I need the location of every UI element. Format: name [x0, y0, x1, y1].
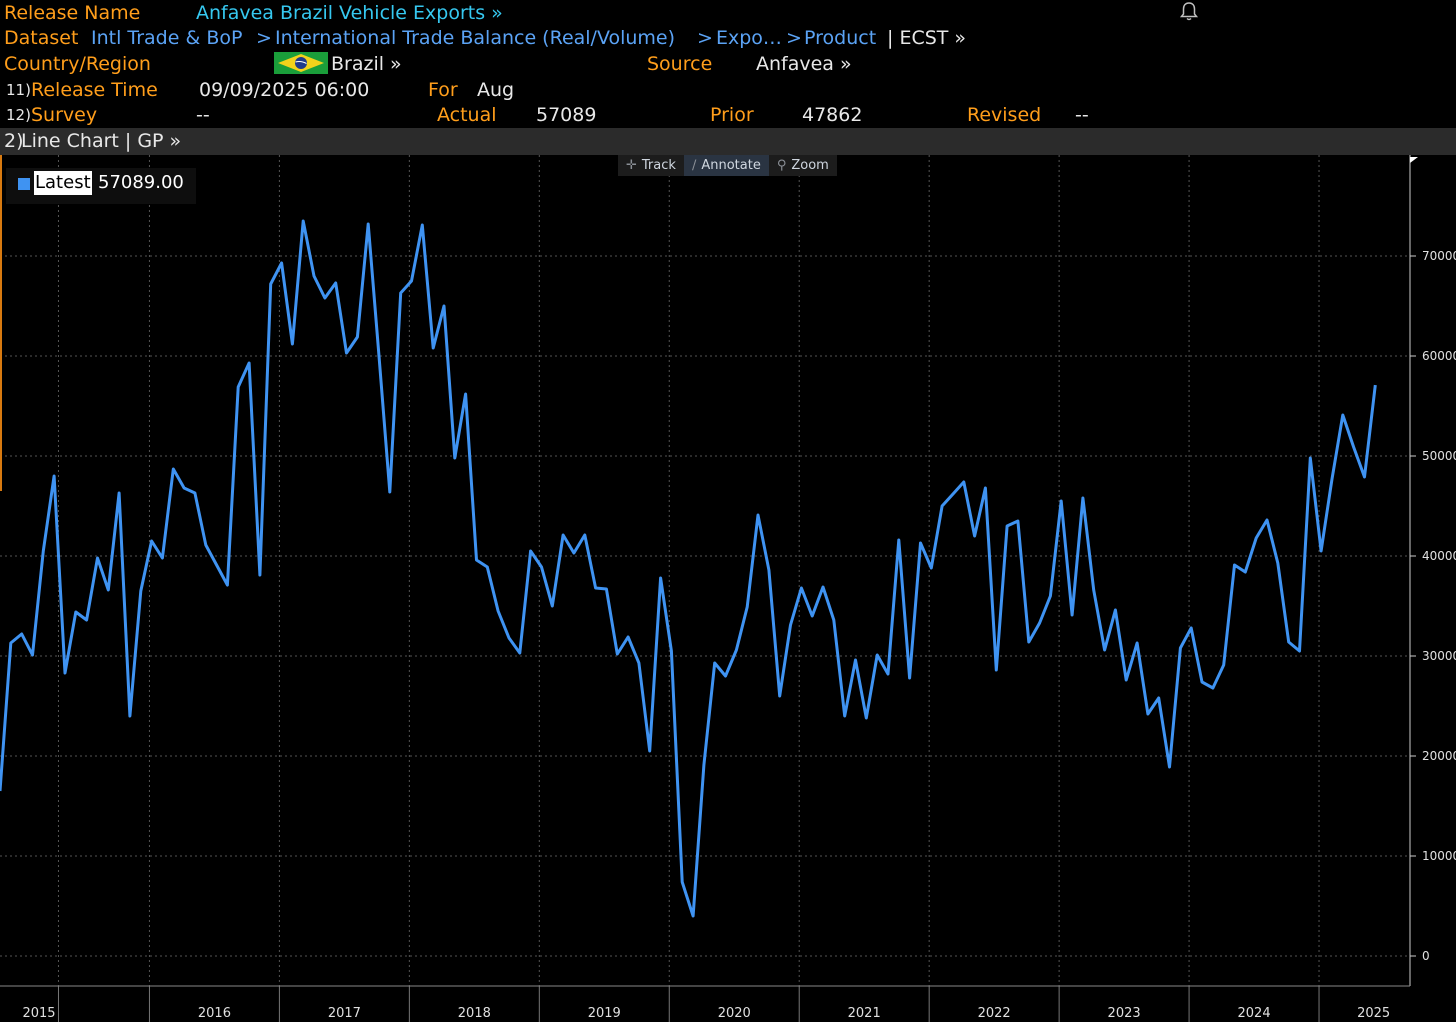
x-tick-label: 2018: [458, 1006, 491, 1021]
prior-label: Prior: [710, 104, 754, 126]
selection-marker: [0, 155, 2, 491]
series-line: [0, 219, 1377, 918]
breadcrumb-trade-balance[interactable]: International Trade Balance (Real/Volume…: [275, 27, 676, 49]
actual-label: Actual: [437, 104, 497, 126]
track-label: Track: [641, 158, 676, 173]
brazil-flag-icon: [274, 52, 328, 74]
chart-series: [0, 219, 1377, 918]
pencil-icon: ∕: [691, 158, 697, 173]
revised-value: --: [1075, 104, 1089, 126]
actual-value: 57089: [536, 104, 597, 126]
crosshair-icon: ✛: [626, 158, 637, 173]
release-time-number: 11): [6, 81, 31, 99]
annotate-label: Annotate: [701, 158, 761, 173]
bell-icon[interactable]: [1178, 0, 1200, 22]
chevron-right-icon: >: [697, 27, 713, 49]
breadcrumb-product[interactable]: Product: [804, 27, 877, 49]
chart-toolbar: ✛ Track ∕ Annotate ⚲ Zoom: [618, 155, 837, 176]
zoom-label: Zoom: [791, 158, 829, 173]
breadcrumb-exports[interactable]: Expo…: [716, 27, 782, 49]
zoom-button[interactable]: ⚲ Zoom: [769, 155, 837, 176]
legend-tag: Latest: [34, 171, 92, 195]
country-value[interactable]: Brazil »: [331, 53, 402, 75]
x-axis: 2015 2016 2017 2018 2019 2020 2021 2022 2023 2024…: [0, 985, 1410, 1022]
y-tick-label: 10000: [1422, 849, 1456, 863]
legend-value: 57089.00: [98, 172, 184, 193]
x-tick-label: 2024: [1238, 1006, 1271, 1021]
source-label: Source: [647, 53, 713, 75]
panel-title[interactable]: Line Chart | GP »: [21, 130, 182, 152]
survey-number: 12): [6, 106, 31, 124]
x-tick-label: 2021: [848, 1006, 881, 1021]
y-tick-label: 30000: [1422, 649, 1456, 663]
prior-value: 47862: [802, 104, 863, 126]
survey-value: --: [196, 104, 210, 126]
survey-label[interactable]: Survey: [31, 104, 98, 126]
release-name-label: Release Name: [4, 2, 141, 24]
legend-swatch: [18, 178, 30, 190]
release-time-value: 09/09/2025 06:00: [199, 79, 370, 101]
chart-grid: [0, 155, 1410, 986]
x-tick-label: 2020: [718, 1006, 751, 1021]
breadcrumb-intl-trade[interactable]: Intl Trade & BoP: [91, 27, 243, 49]
x-tick-label: 2022: [978, 1006, 1011, 1021]
y-axis: 0 10000 20000 30000 40000 50000 60000 70000: [1409, 155, 1456, 986]
x-tick-label: 2025: [1357, 1006, 1390, 1021]
track-button[interactable]: ✛ Track: [618, 155, 684, 176]
y-tick-label: 70000: [1422, 249, 1456, 263]
chart-panel-bar: 2) Line Chart | GP »: [0, 128, 1456, 155]
chevron-right-icon: >: [256, 27, 272, 49]
y-tick-label: 0: [1422, 949, 1430, 963]
y-tick-label: 50000: [1422, 449, 1456, 463]
x-tick-label: 2023: [1108, 1006, 1141, 1021]
chevron-right-icon: >: [786, 27, 802, 49]
x-tick-label: 2019: [588, 1006, 621, 1021]
release-name-link[interactable]: Anfavea Brazil Vehicle Exports »: [196, 2, 503, 24]
dataset-ticker[interactable]: | ECST »: [887, 27, 967, 49]
x-tick-label: 2015: [22, 1006, 55, 1021]
magnifier-icon: ⚲: [776, 158, 787, 173]
dataset-label: Dataset: [4, 27, 79, 49]
annotate-button[interactable]: ∕ Annotate: [683, 155, 769, 176]
line-chart[interactable]: 0 10000 20000 30000 40000 50000 60000 70000 201…: [0, 155, 1456, 1022]
y-tick-label: 40000: [1422, 549, 1456, 563]
y-axis-top-marker: [1410, 157, 1418, 163]
source-value[interactable]: Anfavea »: [756, 53, 852, 75]
release-time-label[interactable]: Release Time: [31, 79, 158, 101]
chart-legend[interactable]: Latest 57089.00: [6, 168, 196, 204]
for-value: Aug: [477, 79, 515, 101]
panel-number: 2): [4, 130, 24, 152]
x-tick-label: 2017: [328, 1006, 361, 1021]
x-tick-label: 2016: [198, 1006, 231, 1021]
y-tick-label: 60000: [1422, 349, 1456, 363]
for-label: For: [428, 79, 458, 101]
y-tick-label: 20000: [1422, 749, 1456, 763]
country-label: Country/Region: [4, 53, 151, 75]
revised-label: Revised: [967, 104, 1042, 126]
